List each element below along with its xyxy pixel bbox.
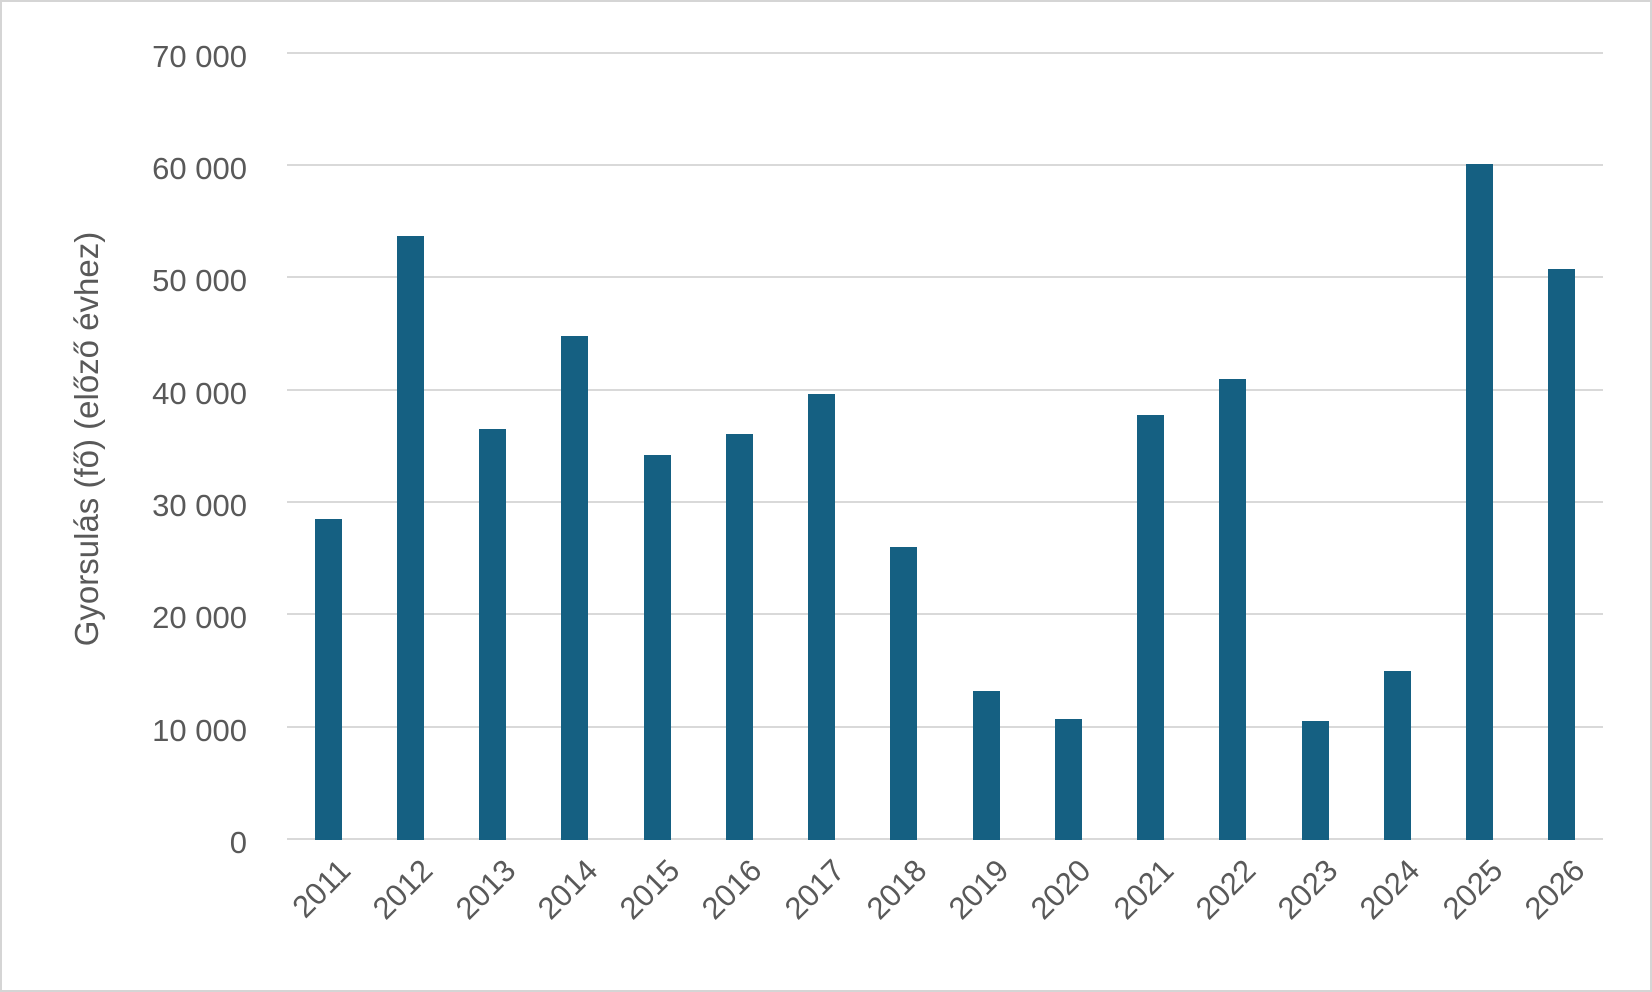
bar-2012 <box>397 236 424 840</box>
bar-2025 <box>1466 164 1493 840</box>
x-tick-label-2024: 2024 <box>1353 852 1427 927</box>
gridline-0 <box>287 838 1603 840</box>
bar-2015 <box>644 455 671 840</box>
bar-2020 <box>1055 719 1082 840</box>
bar-2021 <box>1137 415 1164 840</box>
x-tick-label-2018: 2018 <box>859 852 934 927</box>
gridline-10000 <box>287 725 1603 728</box>
y-tick-label-50000: 50 000 <box>152 263 247 299</box>
bar-2017 <box>808 394 835 840</box>
bar-2024 <box>1384 671 1411 840</box>
y-tick-label-20000: 20 000 <box>152 600 247 636</box>
x-tick-label-2020: 2020 <box>1024 852 1098 927</box>
y-tick-label-30000: 30 000 <box>152 487 247 523</box>
bar-2013 <box>479 429 506 840</box>
gridline-50000 <box>287 276 1603 279</box>
bar-2019 <box>973 691 1000 840</box>
bar-2026 <box>1548 269 1575 840</box>
x-tick-label-2023: 2023 <box>1270 852 1345 927</box>
x-tick-label-2014: 2014 <box>530 852 605 927</box>
gridline-40000 <box>287 388 1603 391</box>
y-tick-label-40000: 40 000 <box>152 375 247 411</box>
y-tick-label-0: 0 <box>229 825 247 860</box>
bar-2022 <box>1219 379 1246 840</box>
x-tick-label-2021: 2021 <box>1106 852 1180 927</box>
bar-2016 <box>726 434 753 840</box>
x-tick-label-2013: 2013 <box>448 852 522 927</box>
gridline-70000 <box>287 51 1603 54</box>
y-tick-label-10000: 10 000 <box>152 712 247 748</box>
x-tick-label-2025: 2025 <box>1435 852 1509 927</box>
bar-2011 <box>315 519 342 840</box>
bar-2023 <box>1302 721 1329 840</box>
x-tick-label-2015: 2015 <box>612 852 687 927</box>
gridline-20000 <box>287 613 1603 616</box>
y-tick-label-70000: 70 000 <box>152 38 247 74</box>
y-tick-label-60000: 60 000 <box>152 150 247 186</box>
x-tick-label-2026: 2026 <box>1517 852 1592 927</box>
x-tick-label-2019: 2019 <box>941 852 1016 927</box>
x-tick-label-2011: 2011 <box>285 852 358 925</box>
x-tick-label-2022: 2022 <box>1188 852 1263 927</box>
x-tick-label-2012: 2012 <box>366 852 440 927</box>
bar-2018 <box>890 547 917 840</box>
x-tick-label-2016: 2016 <box>695 852 769 927</box>
gridline-60000 <box>287 163 1603 166</box>
bar-2014 <box>561 336 588 840</box>
gridline-30000 <box>287 500 1603 503</box>
x-tick-label-2017: 2017 <box>777 852 851 927</box>
